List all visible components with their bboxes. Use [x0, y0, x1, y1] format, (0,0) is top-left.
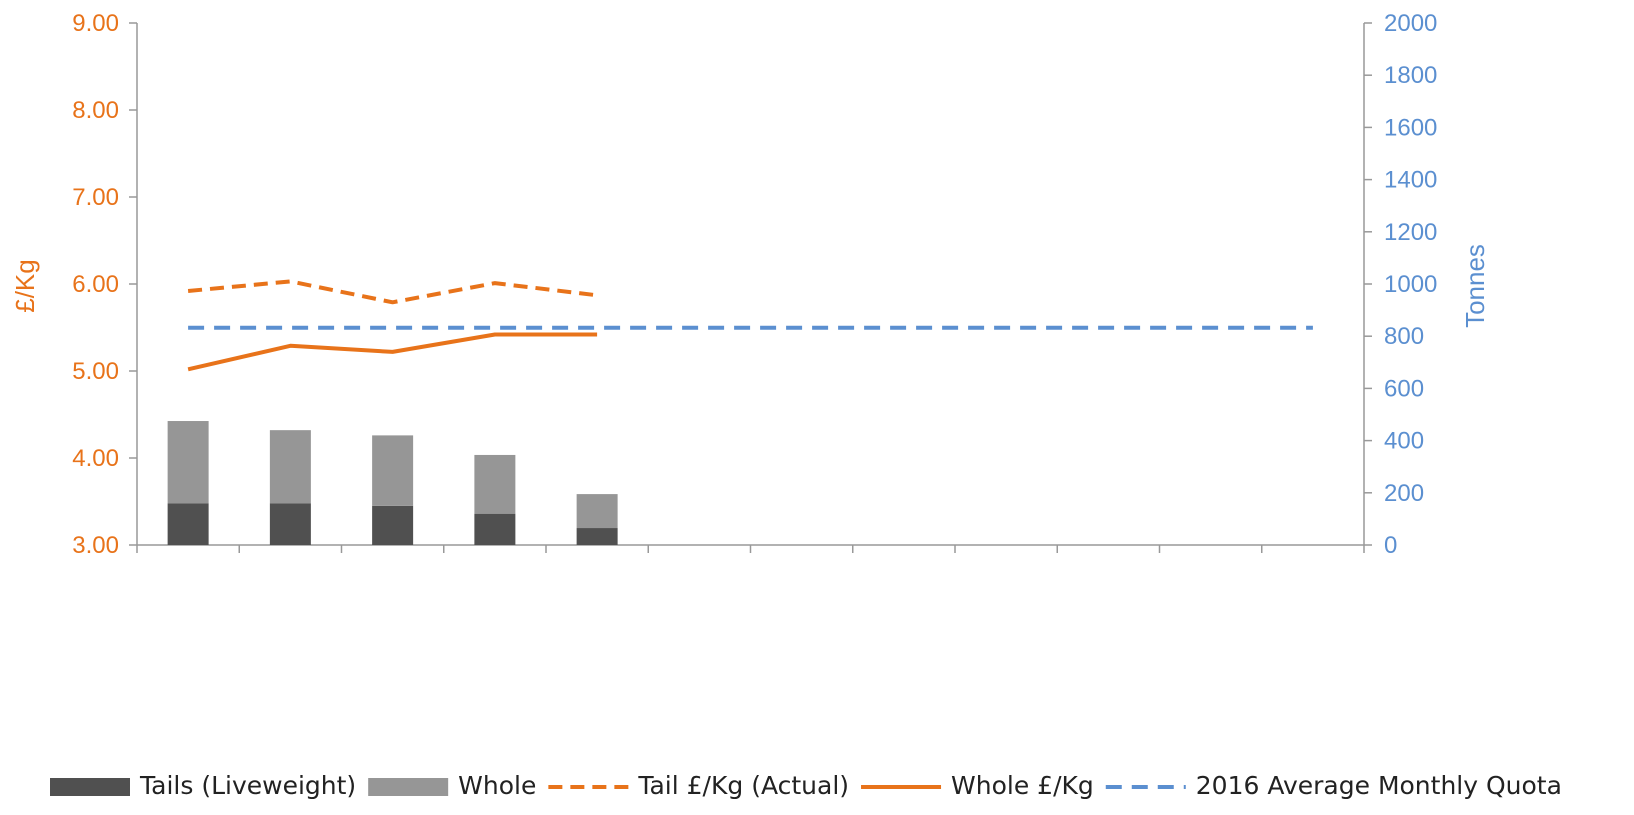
- left-tick-label: 5.00: [72, 358, 119, 385]
- legend-label: Whole £/Kg: [951, 771, 1094, 800]
- right-tick-label: 1800: [1384, 62, 1437, 89]
- right-tick-label: 1400: [1384, 167, 1437, 194]
- bar-tails: [474, 513, 516, 545]
- bars: [167, 421, 618, 545]
- right-tick-label: 800: [1384, 323, 1424, 350]
- bar-tails: [269, 503, 311, 545]
- legend-label: Tail £/Kg (Actual): [637, 771, 849, 800]
- right-axis-title: Tonnes: [1460, 244, 1490, 328]
- right-tick-label: 1000: [1384, 271, 1437, 298]
- legend-label: Whole: [458, 771, 536, 800]
- tick-labels: 3.00 4.00 5.00 6.00 7.00 8.00 9.00 0 200 400 600 80…: [72, 10, 1437, 559]
- bar-whole: [167, 421, 209, 504]
- left-tick-label: 6.00: [72, 271, 119, 298]
- right-tick-label: 0: [1384, 532, 1397, 559]
- right-tick-label: 200: [1384, 480, 1424, 507]
- left-tick-label: 3.00: [72, 532, 119, 559]
- bar-whole: [269, 430, 311, 504]
- right-tick-label: 2000: [1384, 10, 1437, 37]
- left-tick-label: 8.00: [72, 97, 119, 124]
- bar-tails: [167, 503, 209, 545]
- right-tick-label: 1200: [1384, 219, 1437, 246]
- axes: [129, 22, 1372, 553]
- bar-whole: [474, 454, 516, 514]
- bar-tails: [372, 505, 414, 545]
- left-tick-label: 7.00: [72, 184, 119, 211]
- right-tick-label: 600: [1384, 375, 1424, 402]
- legend-swatch: [368, 778, 449, 796]
- left-axis-title: £/Kg: [10, 259, 40, 313]
- bar-whole: [372, 435, 414, 506]
- right-tick-label: 400: [1384, 428, 1424, 455]
- right-tick-label: 1600: [1384, 114, 1437, 141]
- line-tail-price: [187, 279, 598, 305]
- bar-whole: [576, 494, 618, 529]
- legend-swatch: [50, 778, 130, 796]
- legend-label: 2016 Average Monthly Quota: [1196, 771, 1562, 800]
- legend: Tails (Liveweight) Whole Tail £/Kg (Actual…: [50, 771, 1562, 800]
- legend-label: Tails (Liveweight): [139, 771, 356, 800]
- bar-tails: [576, 528, 618, 545]
- lines: [187, 279, 1313, 372]
- left-tick-label: 9.00: [72, 10, 119, 37]
- line-whole-price: [187, 332, 598, 372]
- left-tick-label: 4.00: [72, 445, 119, 472]
